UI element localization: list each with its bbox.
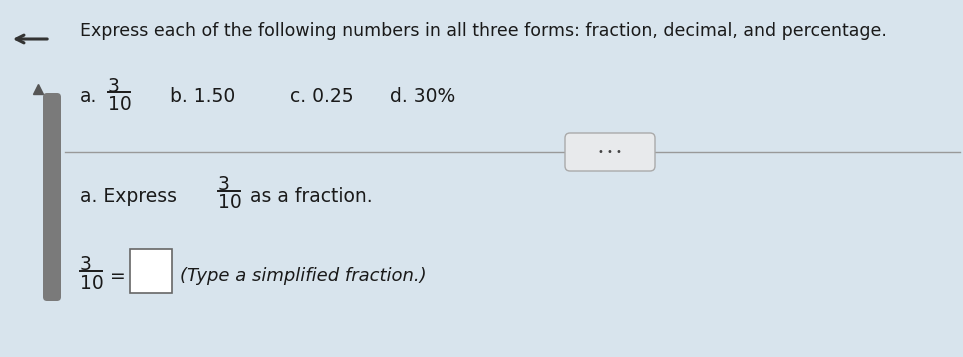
Text: a. Express: a. Express [80, 187, 177, 206]
Text: b. 1.50: b. 1.50 [170, 87, 235, 106]
FancyBboxPatch shape [43, 93, 61, 301]
Text: d. 30%: d. 30% [390, 87, 455, 106]
Text: c. 0.25: c. 0.25 [290, 87, 353, 106]
Text: 3: 3 [80, 255, 91, 274]
Text: 10: 10 [108, 95, 132, 114]
Text: (Type a simplified fraction.): (Type a simplified fraction.) [180, 267, 427, 285]
Text: 3: 3 [108, 77, 119, 96]
Text: • • •: • • • [598, 147, 622, 157]
Text: as a fraction.: as a fraction. [250, 187, 373, 206]
Text: 10: 10 [80, 274, 104, 293]
FancyBboxPatch shape [130, 249, 172, 293]
Text: a.: a. [80, 87, 97, 106]
Text: 3: 3 [218, 175, 230, 194]
Text: Express each of the following numbers in all three forms: fraction, decimal, and: Express each of the following numbers in… [80, 22, 887, 40]
Text: 10: 10 [218, 193, 242, 212]
FancyBboxPatch shape [565, 133, 655, 171]
Text: =: = [110, 267, 126, 286]
